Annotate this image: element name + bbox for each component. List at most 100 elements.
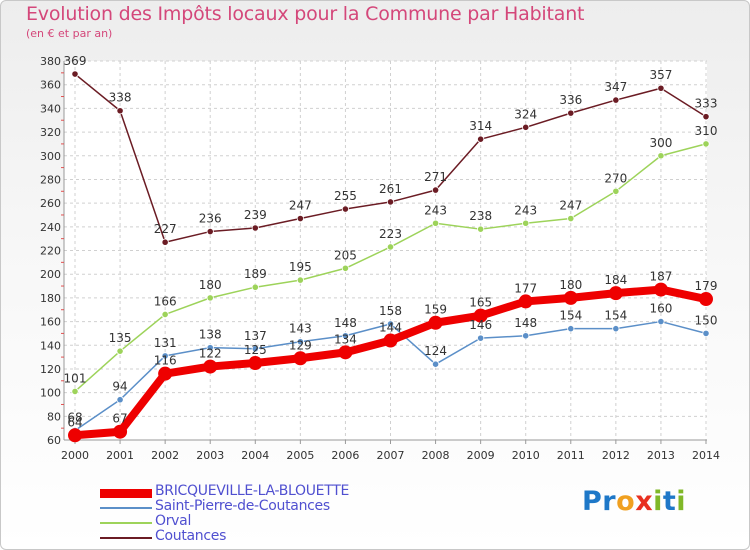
- data-label: 177: [514, 281, 537, 295]
- data-point: [383, 333, 398, 348]
- data-point: [431, 186, 440, 194]
- x-tick-label: 2003: [196, 449, 224, 462]
- data-label: 333: [695, 97, 718, 111]
- legend-swatch: [100, 537, 152, 539]
- data-point: [206, 227, 214, 236]
- data-label: 64: [67, 415, 82, 429]
- data-label: 158: [379, 304, 402, 318]
- logo-letter: P: [582, 486, 603, 517]
- data-point: [113, 424, 128, 439]
- x-tick-label: 2005: [286, 449, 314, 462]
- data-point: [386, 198, 395, 206]
- data-label: 179: [695, 279, 718, 293]
- data-label: 369: [64, 54, 87, 68]
- data-point: [522, 123, 530, 131]
- legend-swatch: [100, 507, 152, 509]
- data-point: [657, 152, 665, 160]
- data-label: 338: [109, 91, 132, 105]
- x-tick-label: 2008: [422, 449, 450, 462]
- data-point: [657, 317, 665, 326]
- x-tick-label: 2000: [61, 449, 89, 462]
- data-label: 143: [289, 322, 312, 336]
- data-label: 125: [244, 343, 267, 357]
- data-label: 247: [289, 199, 312, 213]
- data-label: 146: [469, 318, 492, 332]
- data-point: [653, 282, 668, 297]
- data-point: [158, 366, 173, 381]
- y-tick-label: 340: [40, 102, 61, 115]
- data-label: 223: [379, 227, 402, 241]
- data-point: [116, 347, 124, 355]
- legend-label: Coutances: [155, 528, 227, 544]
- data-point: [563, 290, 578, 305]
- y-tick-label: 300: [40, 150, 61, 163]
- data-label: 195: [289, 260, 312, 274]
- data-point: [341, 205, 350, 213]
- y-tick-label: 200: [40, 268, 61, 281]
- y-tick-label: 360: [40, 79, 61, 92]
- legend-swatch: [100, 489, 152, 498]
- data-label: 314: [469, 119, 492, 133]
- data-label: 165: [469, 296, 492, 310]
- data-point: [431, 360, 440, 368]
- x-tick-label: 2007: [377, 449, 405, 462]
- data-point: [608, 286, 623, 301]
- data-label: 135: [109, 331, 132, 345]
- data-point: [251, 283, 259, 291]
- data-label: 148: [334, 316, 357, 330]
- data-point: [518, 294, 533, 309]
- x-tick-label: 2004: [241, 449, 269, 462]
- data-label: 261: [379, 182, 402, 196]
- data-point: [567, 109, 575, 117]
- data-label: 154: [559, 309, 582, 323]
- data-label: 144: [379, 321, 402, 335]
- data-label: 270: [604, 171, 627, 185]
- y-tick-label: 280: [40, 173, 61, 186]
- data-label: 124: [424, 344, 447, 358]
- y-tick-label: 60: [47, 434, 61, 447]
- data-label: 357: [649, 68, 672, 82]
- y-tick-label: 100: [40, 387, 61, 400]
- legend-swatch: [100, 522, 152, 524]
- data-label: 159: [424, 303, 447, 317]
- chart-title: Evolution des Impôts locaux pour la Comm…: [26, 3, 585, 25]
- data-label: 180: [199, 278, 222, 292]
- series-2: [71, 140, 710, 396]
- x-tick-label: 2010: [512, 449, 540, 462]
- logo-letter: i: [653, 486, 663, 517]
- data-label: 271: [424, 170, 447, 184]
- data-point: [612, 96, 620, 104]
- data-label: 184: [604, 273, 627, 287]
- data-point: [431, 219, 440, 227]
- data-point: [522, 219, 530, 227]
- data-point: [296, 276, 304, 284]
- data-label: 255: [334, 189, 357, 203]
- data-label: 134: [334, 332, 357, 346]
- data-label: 67: [112, 412, 127, 426]
- data-point: [567, 325, 575, 333]
- data-point: [251, 224, 259, 232]
- logo-letter: r: [602, 486, 617, 517]
- data-label: 243: [514, 203, 537, 217]
- data-point: [293, 351, 308, 366]
- data-point: [296, 338, 304, 346]
- data-point: [699, 292, 713, 307]
- legend-label: Saint-Pierre-de-Coutances: [155, 498, 330, 514]
- x-tick-label: 2014: [692, 449, 720, 462]
- data-point: [341, 332, 350, 340]
- line-chart: 60 80 100 120 140 160 180 200 220 240 260 280 300 320…: [40, 54, 720, 462]
- y-tick-label: 220: [40, 245, 61, 258]
- data-point: [477, 135, 485, 143]
- data-point: [477, 334, 485, 342]
- data-label: 300: [649, 136, 672, 150]
- data-label: 166: [154, 294, 177, 308]
- y-tick-label: 260: [40, 197, 61, 210]
- data-label: 154: [604, 309, 627, 323]
- data-point: [116, 396, 124, 404]
- data-point: [71, 70, 79, 78]
- logo-letter: x: [635, 486, 654, 517]
- x-tick-label: 2002: [151, 449, 179, 462]
- data-point: [477, 225, 485, 233]
- data-label: 236: [199, 212, 222, 226]
- data-point: [341, 264, 350, 272]
